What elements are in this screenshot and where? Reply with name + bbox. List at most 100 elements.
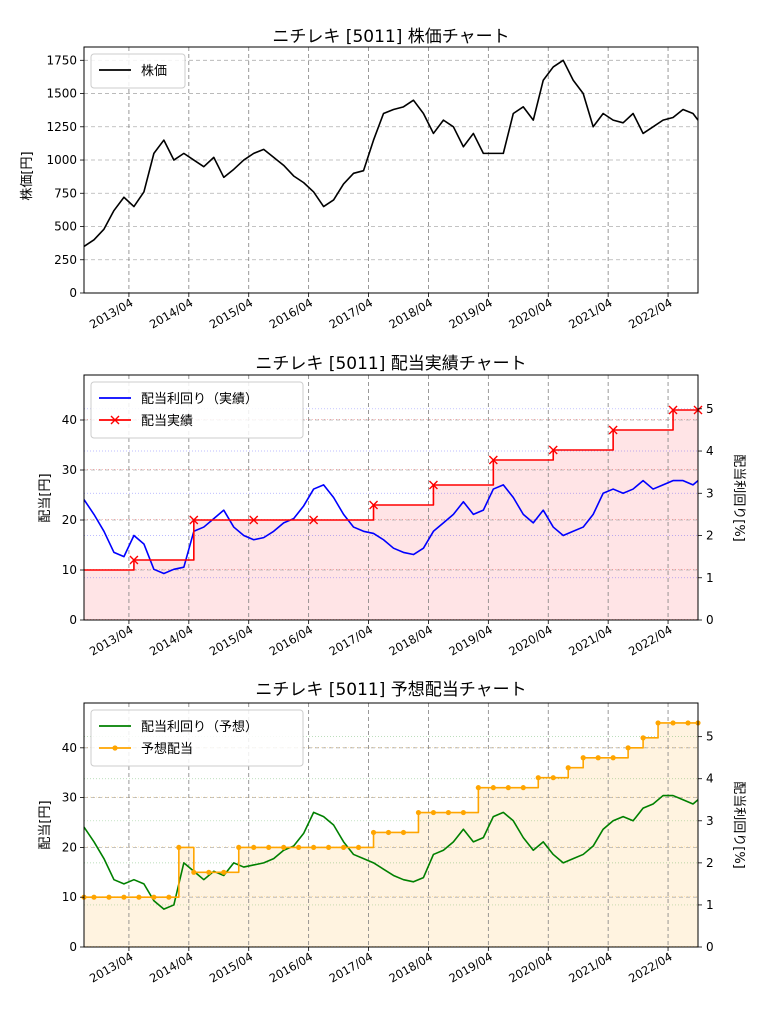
ytick-label: 10 xyxy=(62,563,77,577)
ytick-right-label: 1 xyxy=(706,571,714,585)
data-point-marker xyxy=(91,894,97,900)
data-point-marker xyxy=(535,775,541,781)
ytick-label: 500 xyxy=(54,220,77,234)
dividend-forecast-chart-title: ニチレキ [5011] 予想配当チャート xyxy=(255,680,526,700)
data-point-marker xyxy=(206,869,212,875)
data-point-marker xyxy=(236,844,242,851)
data-point-marker xyxy=(281,844,287,851)
ytick-label: 0 xyxy=(69,613,77,627)
data-point-marker xyxy=(415,809,422,816)
ytick-right-label: 2 xyxy=(706,856,714,870)
data-point-marker xyxy=(369,500,379,510)
xtick-label: 2013/04 xyxy=(87,622,135,658)
dividend-forecast-area-fill xyxy=(84,722,698,947)
price-series-line-0 xyxy=(83,59,699,248)
xtick-label: 2021/04 xyxy=(566,949,614,985)
xtick-label: 2015/04 xyxy=(207,949,255,985)
xtick-label: 2020/04 xyxy=(506,622,554,658)
xtick-label: 2015/04 xyxy=(207,295,255,331)
xtick-label: 2016/04 xyxy=(267,949,315,985)
data-point-marker xyxy=(685,720,691,726)
data-point-marker xyxy=(475,785,481,791)
xtick-label: 2014/04 xyxy=(147,622,195,658)
ytick-right-label: 5 xyxy=(706,730,714,744)
dividend-forecast-chart-frame xyxy=(83,702,699,948)
ytick-right-label: 1 xyxy=(706,898,714,912)
ytick-label: 250 xyxy=(54,253,77,267)
data-point-marker xyxy=(580,755,586,761)
ytick-label: 40 xyxy=(62,413,77,427)
ytick-label: 30 xyxy=(62,791,77,805)
xtick-label: 2017/04 xyxy=(327,295,375,331)
dividend-history-chart-ylabel: 配当[円] xyxy=(38,473,53,522)
data-point-marker xyxy=(385,829,392,836)
ytick-label: 1500 xyxy=(46,87,77,101)
ytick-right-label: 2 xyxy=(706,529,714,543)
dividend-history-chart-title: ニチレキ [5011] 配当実績チャート xyxy=(255,354,526,374)
data-point-marker xyxy=(136,894,142,900)
ytick-right-label: 4 xyxy=(706,772,714,786)
data-point-marker xyxy=(655,720,661,726)
xtick-label: 2015/04 xyxy=(207,622,255,658)
data-point-marker xyxy=(106,894,112,900)
dividend-history-chart: ニチレキ [5011] 配当実績チャート 0 10 20 30 40 0 1 2 3 4 5 20… xyxy=(38,354,746,658)
ytick-label: 0 xyxy=(69,940,77,954)
ytick-label: 1750 xyxy=(46,53,77,67)
xtick-label: 2014/04 xyxy=(147,949,195,985)
xtick-label: 2022/04 xyxy=(626,622,674,658)
data-point-marker xyxy=(151,894,157,900)
legend-label: 配当実績 xyxy=(141,413,193,429)
dividend-history-chart-legend: 配当利回り（実績） 配当実績 xyxy=(90,381,304,439)
ytick-label: 0 xyxy=(69,286,77,300)
xtick-label: 2016/04 xyxy=(267,295,315,331)
data-point-marker xyxy=(520,785,526,791)
data-point-marker xyxy=(176,844,182,851)
data-point-marker xyxy=(129,555,139,565)
dividend-history-series-line-1 xyxy=(84,409,698,571)
data-point-marker xyxy=(189,515,199,525)
data-point-marker xyxy=(400,829,407,836)
ytick-label: 40 xyxy=(62,741,77,755)
xtick-label: 2014/04 xyxy=(147,295,195,331)
data-point-marker xyxy=(670,720,676,726)
data-point-marker xyxy=(595,755,601,761)
xtick-label: 2020/04 xyxy=(506,949,554,985)
data-point-marker xyxy=(550,775,556,781)
dividend-history-series-line-0 xyxy=(83,479,699,575)
data-point-marker xyxy=(191,869,197,875)
xtick-label: 2018/04 xyxy=(387,295,435,331)
data-point-marker xyxy=(221,869,227,875)
data-point-marker xyxy=(296,844,302,851)
dividend-forecast-series-line-0 xyxy=(83,794,699,910)
ytick-right-label: 4 xyxy=(706,444,714,458)
ytick-label: 10 xyxy=(62,890,77,904)
data-point-marker xyxy=(326,844,332,851)
dividend-history-chart-frame xyxy=(83,374,699,621)
price-chart-frame xyxy=(83,46,699,294)
data-point-marker xyxy=(565,765,571,771)
ytick-right-label: 0 xyxy=(706,940,714,954)
data-point-marker xyxy=(166,894,172,900)
ytick-label: 20 xyxy=(62,840,77,854)
ytick-right-label: 3 xyxy=(706,814,714,828)
dividend-history-area-fill xyxy=(84,410,698,620)
data-point-marker xyxy=(460,809,466,816)
data-point-marker xyxy=(428,480,438,490)
data-point-marker xyxy=(640,735,646,741)
xtick-label: 2018/04 xyxy=(387,949,435,985)
legend-label: 配当利回り（実績） xyxy=(141,391,258,407)
data-point-marker xyxy=(121,894,127,900)
ytick-label: 1000 xyxy=(46,153,77,167)
data-point-marker xyxy=(309,515,319,525)
legend-box xyxy=(90,709,304,767)
xtick-label: 2022/04 xyxy=(626,949,674,985)
xtick-label: 2021/04 xyxy=(566,622,614,658)
price-chart-title: ニチレキ [5011] 株価チャート xyxy=(272,27,509,47)
data-point-marker xyxy=(548,445,558,455)
dividend-forecast-chart-ylabel-right: 配当利回り[%] xyxy=(731,781,746,869)
xtick-label: 2013/04 xyxy=(87,295,135,331)
xtick-label: 2016/04 xyxy=(267,622,315,658)
legend-marker xyxy=(110,415,120,425)
data-point-marker xyxy=(251,844,257,851)
ytick-label: 20 xyxy=(62,513,77,527)
